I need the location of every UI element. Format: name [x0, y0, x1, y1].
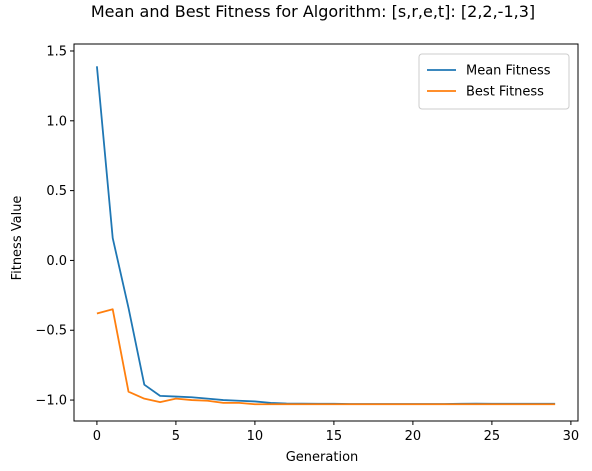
x-tick-label: 10	[247, 429, 264, 444]
x-tick-label: 15	[326, 429, 343, 444]
x-tick-label: 25	[484, 429, 501, 444]
axes-frame	[73, 43, 579, 422]
y-tick-label: 0.0	[46, 254, 67, 269]
legend: Mean Fitness Best Fitness	[418, 53, 570, 110]
y-tick-label: −0.5	[35, 324, 67, 339]
ticks-layer: 0 5 10 15 20 25 30 −1.0 −0.5 0.0 0.5 1.0 1.5	[35, 44, 579, 444]
y-tick-label: 1.5	[46, 44, 67, 59]
y-tick-label: 1.0	[46, 114, 67, 129]
series-layer	[96, 66, 556, 406]
x-tick-label: 5	[172, 429, 180, 444]
y-tick-label: −1.0	[35, 394, 67, 409]
x-tick-label: 20	[405, 429, 422, 444]
x-axis-label: Generation	[286, 450, 359, 465]
y-axis-label: Fitness Value	[10, 196, 25, 281]
legend-best-fitness-label: Best Fitness	[466, 85, 544, 100]
y-tick-label: 0.5	[46, 184, 67, 199]
x-tick-label: 30	[563, 429, 580, 444]
legend-box	[418, 53, 570, 110]
best-fitness-line	[96, 308, 556, 406]
legend-mean-fitness-label: Mean Fitness	[466, 64, 551, 79]
x-tick-label: 0	[93, 429, 101, 444]
chart-title: Mean and Best Fitness for Algorithm: [s,…	[91, 2, 535, 21]
